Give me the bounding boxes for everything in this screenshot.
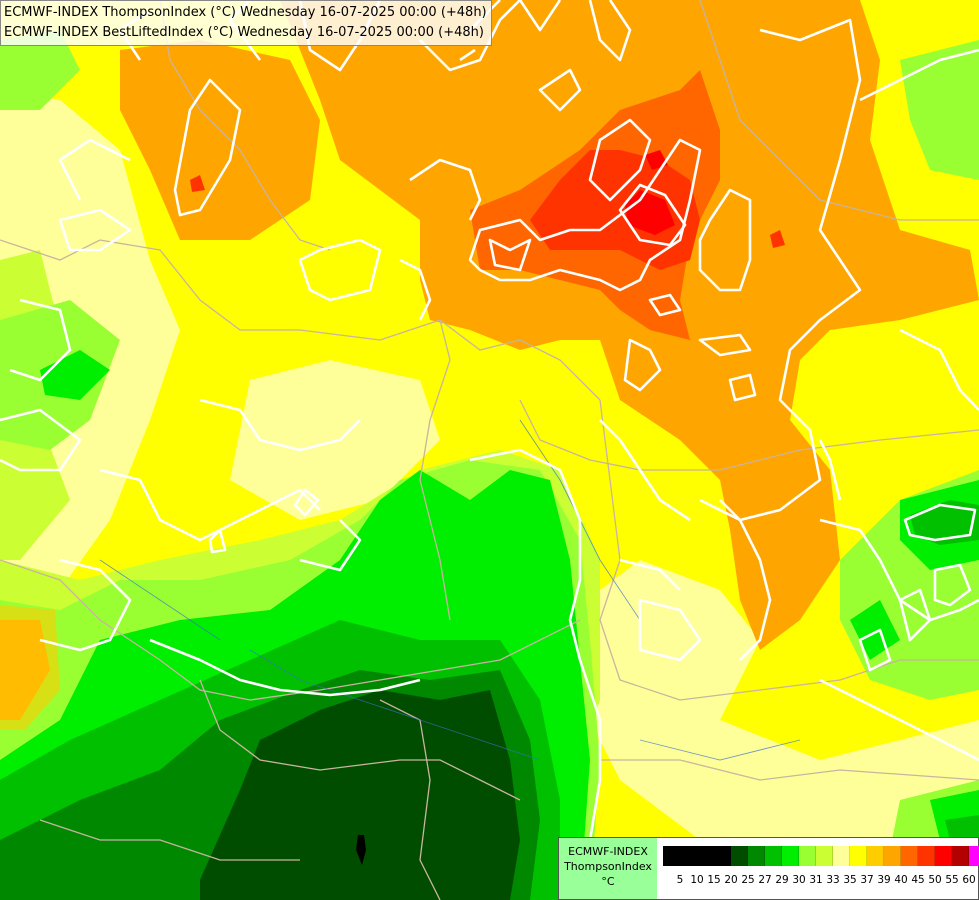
legend-swatch-9 — [816, 846, 833, 866]
legend-tick-30: 30 — [792, 874, 806, 886]
legend-swatch-12 — [867, 846, 884, 866]
legend-swatch-6 — [765, 846, 782, 866]
legend-tick-50: 50 — [928, 874, 942, 886]
legend-tick-33: 33 — [826, 874, 840, 886]
legend-tick-10: 10 — [690, 874, 704, 886]
legend-tick-37: 37 — [860, 874, 874, 886]
legend-swatch-17 — [952, 846, 969, 866]
legend-swatch-7 — [782, 846, 799, 866]
light-green-north — [0, 30, 80, 110]
legend-swatch-13 — [884, 846, 901, 866]
legend-tick-40: 40 — [894, 874, 908, 886]
legend-swatch-18 — [969, 846, 979, 866]
legend-tick-45: 45 — [911, 874, 925, 886]
legend-swatch-16 — [935, 846, 952, 866]
lake-shape — [356, 835, 366, 865]
red-spot-2 — [190, 175, 205, 192]
legend-tick-25: 25 — [741, 874, 755, 886]
pale-yellow-east — [560, 560, 979, 840]
light-green-northeast — [900, 40, 979, 180]
legend-model: ECMWF-INDEX — [568, 845, 648, 858]
legend-swatch-8 — [799, 846, 816, 866]
legend-tick-55: 55 — [945, 874, 959, 886]
legend-label: ECMWF-INDEX ThompsonIndex °C — [559, 838, 657, 899]
legend-unit: °C — [601, 875, 615, 888]
legend-swatch-11 — [850, 846, 867, 866]
legend-tick-39: 39 — [877, 874, 891, 886]
color-legend: ECMWF-INDEX ThompsonIndex °C 5 10 15 20 25 27… — [558, 837, 979, 900]
gold-west — [0, 605, 60, 730]
dark-green-south — [200, 690, 520, 900]
legend-tick-5: 5 — [676, 874, 684, 886]
mid-green-southeast — [945, 815, 979, 840]
legend-swatch-1 — [680, 846, 697, 866]
title-line-thompson: ECMWF-INDEX ThompsonIndex (°C) Wednesday… — [4, 5, 487, 20]
legend-tick-60: 60 — [962, 874, 976, 886]
legend-swatch-3 — [714, 846, 731, 866]
red-spot-3 — [770, 230, 785, 248]
orange-northwest — [120, 40, 320, 240]
orange-north — [280, 0, 979, 650]
legend-swatch-5 — [748, 846, 765, 866]
legend-swatch-2 — [697, 846, 714, 866]
legend-swatches — [663, 846, 979, 866]
legend-tick-27: 27 — [758, 874, 772, 886]
legend-swatch-10 — [833, 846, 850, 866]
legend-swatch-4 — [731, 846, 748, 866]
legend-tick-20: 20 — [724, 874, 738, 886]
legend-tick-29: 29 — [775, 874, 789, 886]
legend-parameter: ThompsonIndex — [564, 860, 652, 873]
legend-swatch-14 — [901, 846, 918, 866]
title-line-bestlifted: ECMWF-INDEX BestLiftedIndex (°C) Wednesd… — [4, 25, 484, 40]
legend-swatch-15 — [918, 846, 935, 866]
map-title-box: ECMWF-INDEX ThompsonIndex (°C) Wednesday… — [0, 0, 492, 46]
legend-tick-35: 35 — [843, 874, 857, 886]
legend-tick-15: 15 — [707, 874, 721, 886]
red-orange-core — [530, 150, 700, 270]
legend-tick-31: 31 — [809, 874, 823, 886]
legend-swatch-0 — [663, 846, 680, 866]
